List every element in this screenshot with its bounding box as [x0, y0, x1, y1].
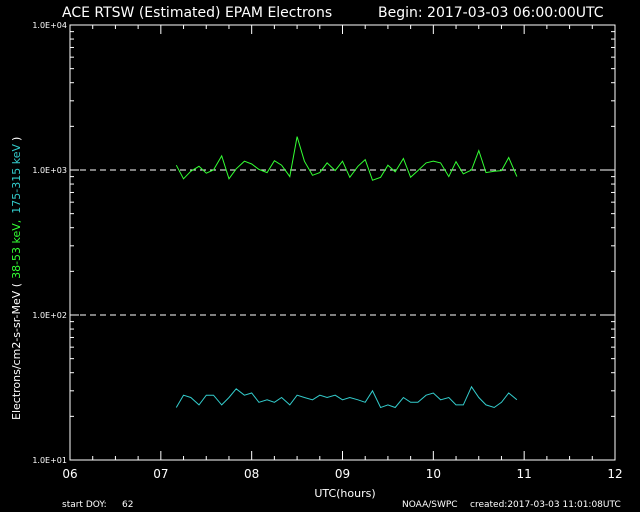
series-line-1 — [175, 136, 518, 181]
series-line-2 — [175, 385, 518, 409]
y-tick-label: 1.0E+01 — [32, 456, 67, 465]
x-tick-label: 12 — [607, 467, 622, 481]
y-axis-label-suffix: ) — [10, 137, 23, 141]
x-tick-label: 07 — [153, 467, 168, 481]
reference-lines — [70, 169, 615, 316]
start-doy-label: start DOY: — [62, 500, 107, 510]
x-tick-label: 09 — [335, 467, 350, 481]
y-axis: 1.0E+01 1.0E+02 1.0E+03 1.0E+04 — [32, 21, 615, 465]
start-doy-value: 62 — [122, 500, 133, 510]
x-tick-label: 10 — [426, 467, 441, 481]
x-axis-label: UTC(hours) — [314, 487, 375, 500]
chart-title: ACE RTSW (Estimated) EPAM Electrons — [62, 5, 332, 21]
x-tick-label: 08 — [244, 467, 259, 481]
begin-time-label: Begin: 2017-03-03 06:00:00UTC — [378, 5, 604, 21]
y-axis-label: Electrons/cm2-s-sr-MeV ( 38-53 keV, 175-31… — [10, 137, 23, 420]
y-axis-label-series2: 175-315 keV — [10, 143, 23, 213]
y-axis-label-prefix: Electrons/cm2-s-sr-MeV ( — [10, 283, 23, 420]
x-tick-label: 06 — [62, 467, 77, 481]
x-axis: 06 07 08 09 10 11 12 — [62, 25, 623, 481]
x-tick-label: 11 — [517, 467, 532, 481]
y-axis-label-series1: 38-53 keV, — [10, 220, 23, 279]
agency-label: NOAA/SWPC — [402, 500, 458, 510]
y-tick-label: 1.0E+02 — [32, 311, 67, 320]
created-timestamp: created:2017-03-03 11:01:08UTC — [470, 500, 621, 510]
y-tick-label: 1.0E+03 — [32, 166, 67, 175]
series-lines — [175, 136, 518, 409]
y-tick-label: 1.0E+04 — [32, 21, 67, 30]
